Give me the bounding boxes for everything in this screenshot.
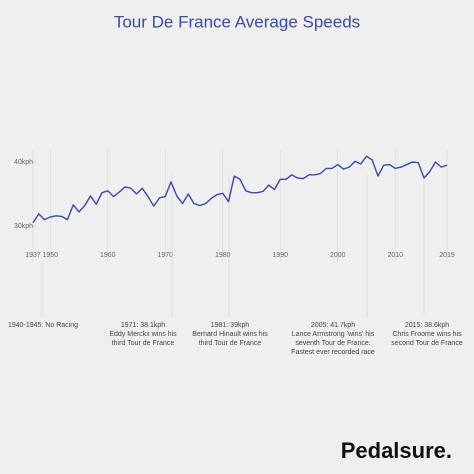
x-tick-label: 1980 bbox=[215, 252, 231, 259]
x-tick-label: 1970 bbox=[157, 252, 173, 259]
data-line bbox=[32, 155, 448, 224]
x-tick-label: 1937 bbox=[25, 252, 41, 259]
annotation-text: seventh Tour de France. bbox=[295, 340, 370, 347]
annotation-text: Lance Armstrong 'wins' his bbox=[292, 331, 375, 338]
y-tick-label: 40kph bbox=[14, 159, 33, 166]
x-tick-label: 1960 bbox=[100, 252, 116, 259]
annotation-text: third Tour de France bbox=[199, 340, 262, 347]
x-tick-label: 2010 bbox=[387, 252, 403, 259]
annotation-text: 1981: 39kph bbox=[211, 322, 250, 329]
annotation-text: Eddy Merckx wins his bbox=[109, 331, 177, 338]
x-tick-label: 1950 bbox=[42, 252, 58, 259]
y-tick-label: 30kph bbox=[14, 223, 33, 230]
annotation-text: 1971: 38.1kph bbox=[121, 322, 165, 329]
chart-title: Tour De France Average Speeds bbox=[114, 12, 360, 31]
annotation-text: third Tour de France bbox=[112, 340, 175, 347]
annotation-text: 2015: 38.6kph bbox=[405, 322, 449, 329]
x-tick-label: 2000 bbox=[330, 252, 346, 259]
brand-logo: Pedalsure. bbox=[341, 438, 452, 463]
x-tick-label: 1990 bbox=[272, 252, 288, 259]
annotation-text: Fastest ever recorded race bbox=[291, 349, 375, 356]
annotation-text: 2005: 41.7kph bbox=[311, 322, 355, 329]
annotation-text: Bernard Hinault wins his bbox=[192, 331, 268, 338]
annotation-text: Chris Froome wins his bbox=[392, 331, 462, 338]
annotation-text: 1940-1945: No Racing bbox=[8, 322, 78, 329]
x-tick-label: 2019 bbox=[439, 252, 455, 259]
annotation-text: second Tour de France bbox=[391, 340, 463, 347]
